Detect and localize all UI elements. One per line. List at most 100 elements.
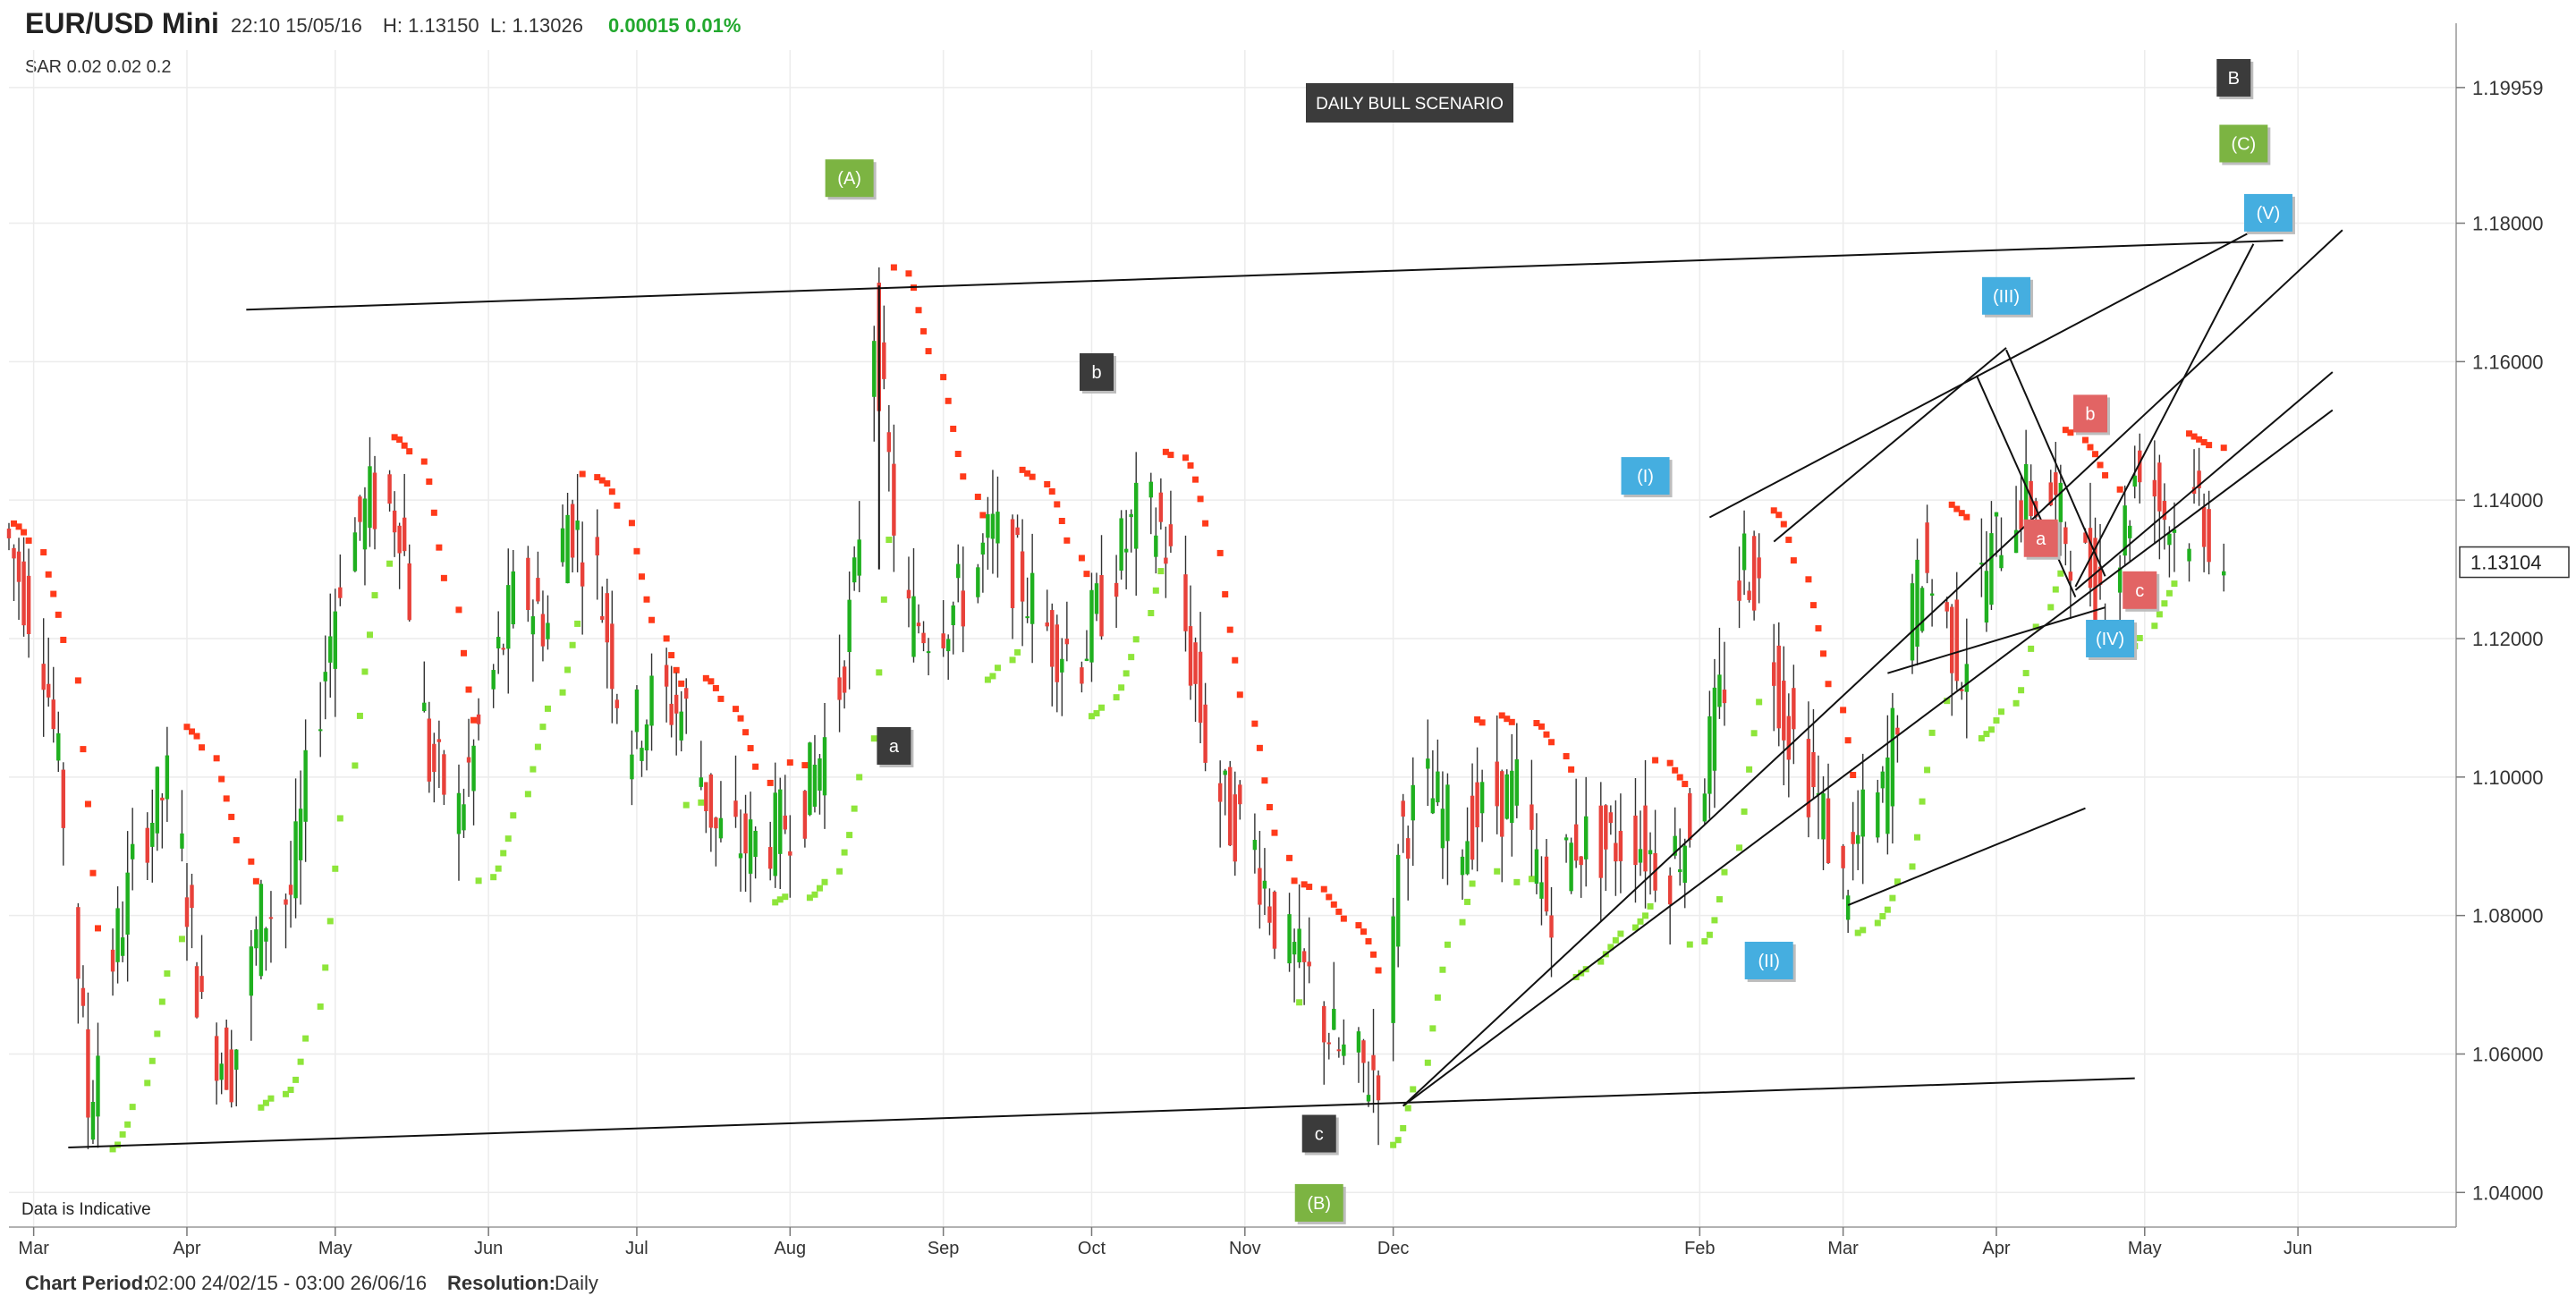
change-value: 0.00015: [608, 14, 680, 37]
grid: [9, 50, 2456, 1227]
wave-label-box: [825, 159, 874, 198]
candle-body: [1099, 575, 1104, 637]
candle-body: [708, 774, 714, 828]
candle-body: [1638, 849, 1643, 863]
x-tick-label: May: [2128, 1239, 2162, 1258]
candle-body: [1954, 599, 1959, 682]
candle-body: [432, 743, 436, 773]
sar-dot: [1701, 938, 1708, 945]
sar-dot: [109, 1146, 116, 1153]
sar-dot: [1746, 766, 1753, 773]
candle-body: [254, 929, 258, 949]
candle-body: [733, 800, 738, 817]
sar-dot: [84, 800, 91, 808]
candle-body: [1089, 589, 1094, 663]
candle-body: [506, 585, 511, 649]
sar-dot: [534, 743, 541, 750]
sar-dot: [915, 307, 922, 314]
candle-body: [1643, 805, 1648, 872]
candle-body: [956, 563, 961, 579]
sar-dot: [524, 791, 531, 798]
candle-body: [2222, 571, 2226, 576]
sar-dot: [2190, 433, 2198, 440]
candle-body: [743, 813, 748, 854]
candle-body: [644, 724, 649, 751]
sar-dot: [11, 520, 18, 527]
trendline: [1975, 375, 2077, 597]
sar-dot: [401, 442, 408, 449]
candle-body: [1776, 645, 1781, 729]
candle-body: [570, 504, 575, 558]
candle-body: [1336, 1049, 1342, 1052]
sar-dot: [821, 878, 828, 885]
period-value: 02:00 24/02/15 - 03:00 26/06/16: [147, 1272, 428, 1294]
sar-dot: [1123, 670, 1130, 677]
sar-dot: [193, 732, 200, 740]
sar-dot: [1044, 481, 1051, 488]
sar-dot: [979, 512, 987, 519]
candle-body: [951, 605, 955, 626]
sar-dot: [1809, 602, 1817, 609]
data-indicative-note: Data is Indicative: [21, 1200, 151, 1219]
sar-dot: [1464, 898, 1471, 905]
candle-body: [145, 827, 149, 863]
sar-dot: [2032, 623, 2039, 631]
sar-dot: [890, 264, 897, 271]
candle-body: [2054, 472, 2058, 495]
sar-dot: [1187, 461, 1194, 469]
candle-body: [1573, 824, 1579, 861]
sar-dot: [391, 434, 398, 441]
candle-body: [491, 670, 496, 690]
candle-body: [125, 872, 130, 935]
sar-dot: [1474, 716, 1481, 723]
candle-body: [2132, 475, 2137, 487]
candle-body: [476, 714, 481, 724]
sar-dot: [361, 668, 369, 675]
sar-dot: [1548, 739, 1555, 746]
sar-dot: [1854, 929, 1861, 936]
candle-body: [847, 599, 852, 653]
sar-dot: [436, 544, 443, 551]
wave-label-box: [1621, 457, 1670, 495]
sar-dot: [1736, 844, 1743, 851]
candle-body: [2162, 501, 2167, 521]
candle-body: [422, 702, 427, 712]
sar-dot: [574, 620, 581, 627]
candle-body: [436, 739, 442, 742]
candle-body: [748, 819, 753, 874]
candle-body: [916, 622, 921, 627]
sar-dot: [1098, 704, 1106, 711]
sar-dot: [841, 849, 848, 856]
sar-dot: [45, 571, 52, 578]
candle-body: [397, 525, 402, 554]
candle-body: [2207, 509, 2211, 563]
candle-body: [194, 966, 199, 1018]
sar-dot: [21, 529, 28, 536]
sar-dot: [292, 1076, 300, 1083]
candle-body: [466, 757, 471, 763]
price-chart[interactable]: (A) b a c (B) (I) (II) (III) (IV) (V) a b c B (C) 1.04…: [0, 0, 2576, 1261]
sar-indicator-label: SAR 0.02 0.02 0.2: [25, 57, 172, 77]
candle-body: [1984, 571, 1989, 623]
candle-body: [1618, 831, 1623, 861]
sar-dot: [648, 616, 656, 623]
sar-dot: [1301, 881, 1308, 888]
x-tick-label: Sep: [928, 1239, 960, 1258]
sar-dot: [233, 836, 240, 843]
wave-label-box: [1744, 941, 1793, 979]
candle-body: [1782, 681, 1786, 741]
x-tick-label: Jul: [625, 1239, 648, 1258]
sar-dot: [2220, 445, 2227, 452]
candle-body: [640, 748, 644, 761]
sar-dot: [569, 641, 576, 648]
sar-dot: [420, 458, 428, 465]
sar-dot: [114, 1141, 122, 1148]
candle-body: [1064, 639, 1070, 645]
sar-dot: [1306, 884, 1313, 891]
candle-body: [368, 466, 372, 529]
sar-dot: [544, 705, 551, 712]
sar-dot: [1997, 708, 2004, 716]
candle-body: [511, 571, 515, 625]
candle-body: [530, 616, 536, 635]
sar-dot: [1978, 735, 1985, 742]
